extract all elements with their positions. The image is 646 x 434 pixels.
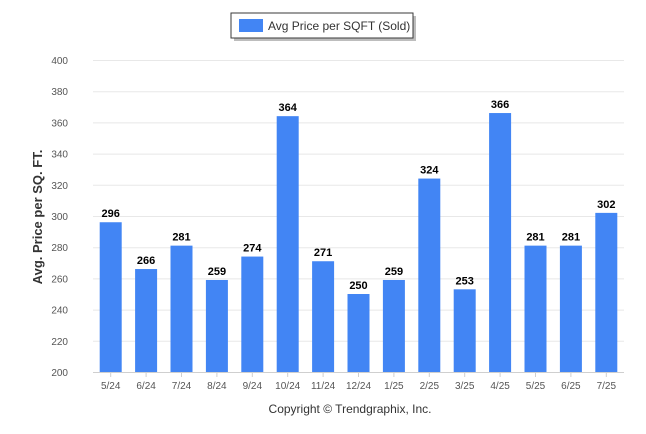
x-tick-label: 12/24: [346, 381, 371, 392]
bar: [453, 289, 476, 372]
x-tick-label: 6/24: [136, 381, 156, 392]
x-tick-label: 5/24: [101, 381, 121, 392]
x-tick-label: 4/25: [490, 381, 510, 392]
y-tick-label: 400: [51, 56, 68, 67]
bar: [312, 261, 335, 372]
y-tick-label: 280: [51, 243, 68, 254]
bar: [347, 294, 370, 372]
y-tick-label: 220: [51, 337, 68, 348]
y-axis-ticks: 200 220 240 260 280 300 320 340 360 380 400: [51, 56, 68, 379]
bar: [559, 245, 582, 372]
legend-swatch: [239, 19, 263, 32]
data-labels: 296 266 281 259 274 364 271 250 259 324 253 366 281 2…: [102, 99, 616, 292]
bar: [595, 212, 618, 372]
data-label: 274: [243, 243, 262, 255]
x-tick-label: 11/24: [311, 381, 336, 392]
bar: [135, 269, 158, 372]
x-tick-label: 10/24: [275, 381, 300, 392]
data-label: 281: [526, 232, 544, 244]
legend-label: Avg Price per SQFT (Sold): [268, 19, 410, 33]
x-tick-label: 5/25: [526, 381, 546, 392]
data-label: 259: [208, 266, 226, 278]
x-tick-label: 7/24: [172, 381, 192, 392]
bar: [382, 279, 405, 372]
x-tick-label: 6/25: [561, 381, 581, 392]
y-tick-label: 240: [51, 306, 68, 317]
bars: [99, 113, 618, 372]
y-tick-label: 260: [51, 274, 68, 285]
data-label: 364: [279, 102, 298, 114]
y-axis-label: Avg. Price per SQ. FT.: [30, 150, 45, 285]
x-tick-label: 7/25: [597, 381, 617, 392]
data-label: 271: [314, 247, 332, 259]
x-tick-label: 8/24: [207, 381, 227, 392]
y-tick-label: 360: [51, 118, 68, 129]
x-tick-label: 3/25: [455, 381, 475, 392]
y-tick-label: 300: [51, 212, 68, 223]
data-label: 366: [491, 99, 509, 111]
x-axis-ticks: 5/24 6/24 7/24 8/24 9/24 10/24 11/24 12/24 1/25 2…: [101, 372, 617, 392]
data-label: 253: [456, 275, 474, 287]
bar: [489, 113, 512, 372]
y-tick-label: 340: [51, 150, 68, 161]
data-label: 324: [420, 165, 439, 177]
y-tick-label: 200: [51, 368, 68, 379]
x-tick-label: 2/25: [420, 381, 440, 392]
data-label: 302: [597, 199, 615, 211]
copyright-text: Copyright © Trendgraphix, Inc.: [269, 402, 432, 416]
bar: [170, 245, 193, 372]
bar: [418, 178, 441, 372]
data-label: 296: [102, 208, 120, 220]
bar: [276, 116, 299, 372]
bar: [524, 245, 547, 372]
bar: [99, 222, 122, 372]
x-tick-label: 9/24: [243, 381, 263, 392]
y-tick-label: 320: [51, 181, 68, 192]
y-tick-label: 380: [51, 87, 68, 98]
legend[interactable]: Avg Price per SQFT (Sold): [230, 12, 416, 41]
data-label: 259: [385, 266, 403, 278]
data-label: 266: [137, 255, 155, 267]
data-label: 250: [349, 280, 367, 292]
data-label: 281: [172, 232, 190, 244]
bar: [241, 256, 264, 372]
x-tick-label: 1/25: [384, 381, 404, 392]
bar: [205, 279, 228, 372]
data-label: 281: [562, 232, 580, 244]
